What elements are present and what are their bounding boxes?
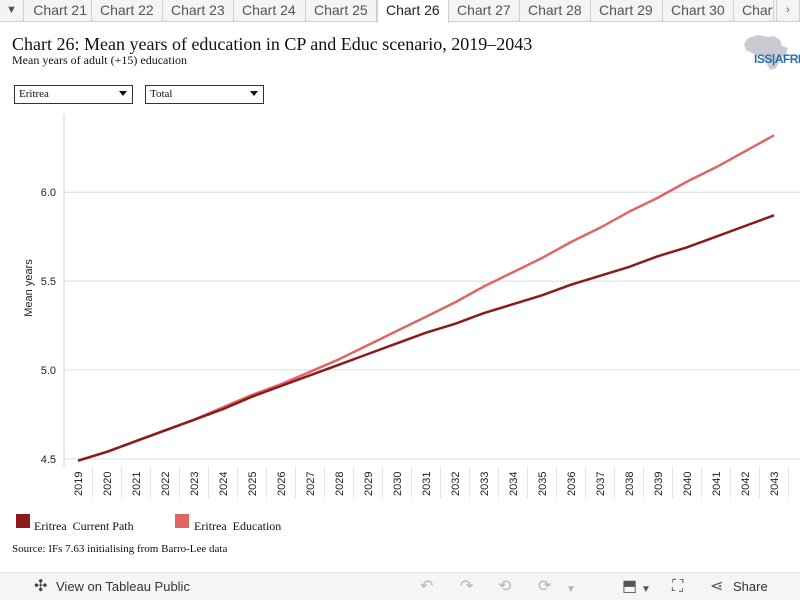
africa-map-icon [744, 35, 788, 70]
tab-chart-24[interactable]: Chart 24 [234, 0, 306, 21]
category-dropdown[interactable]: Total [145, 85, 264, 104]
download-menu-caret-icon[interactable]: ▼ [641, 584, 651, 595]
chart-legend: Eritrea_Current Path Eritrea_Education [0, 508, 800, 530]
x-tick-label: 2019 [73, 472, 85, 496]
chart-gridlines [63, 114, 800, 466]
tab-scroll-right-button[interactable]: › [776, 0, 800, 21]
tab-chart-27[interactable]: Chart 27 [449, 0, 520, 21]
y-tick-labels: 4.5 5.0 5.5 6.0 [41, 187, 56, 466]
x-tick-label: 2028 [334, 472, 346, 496]
x-tick-label: 2035 [537, 472, 549, 496]
download-icon[interactable]: ⬒ [622, 578, 638, 595]
x-tick-label: 2038 [624, 472, 636, 496]
x-tick-label: 2040 [682, 472, 694, 496]
chevron-right-icon: › [786, 4, 790, 16]
x-tick-label: 2025 [247, 472, 259, 496]
x-tick-label: 2026 [276, 472, 288, 496]
undo-icon[interactable]: ↶ [420, 578, 434, 595]
x-tick-label: 2037 [595, 472, 607, 496]
y-tick-label: 5.5 [41, 276, 56, 288]
x-tick-label: 2042 [740, 472, 752, 496]
tab-chart-29[interactable]: Chart 29 [591, 0, 663, 21]
dropdown-arrow-icon [250, 91, 258, 96]
chart-series-lines [77, 134, 775, 462]
tab-chart-26[interactable]: Chart 26 [377, 0, 449, 23]
category-dropdown-value: Total [150, 88, 173, 100]
x-tick-label: 2029 [363, 472, 375, 496]
x-tick-label: 2036 [566, 472, 578, 496]
y-tick-label: 5.0 [41, 365, 56, 377]
line-chart[interactable]: 4.5 5.0 5.5 6.0 2019 2020 2021 2022 2023 2024 202… [0, 108, 800, 503]
x-tick-label: 2043 [769, 472, 781, 496]
x-tick-label: 2023 [189, 472, 201, 496]
iss-africa-logo: ISS|AFRICA [754, 52, 800, 66]
chart-title: Chart 26: Mean years of education in CP … [12, 34, 533, 54]
country-dropdown[interactable]: Eritrea [14, 85, 133, 104]
x-tick-label: 2030 [392, 472, 404, 496]
y-tick-label: 6.0 [41, 187, 56, 199]
x-tick-label: 2022 [160, 472, 172, 496]
legend-label: Eritrea_Current Path [34, 519, 134, 530]
tab-menu-button[interactable]: ▼ [0, 0, 24, 21]
refresh-icon[interactable]: ⟳ [538, 578, 552, 595]
x-tick-label: 2020 [102, 472, 114, 496]
tableau-logo-icon: ✣ [34, 578, 48, 595]
tab-chart-25[interactable]: Chart 25 [306, 0, 377, 21]
legend-swatch [16, 514, 30, 528]
country-dropdown-value: Eritrea [19, 88, 49, 100]
tab-chart-23[interactable]: Chart 23 [163, 0, 234, 21]
caret-down-icon: ▼ [6, 4, 17, 16]
x-tick-label: 2031 [421, 472, 433, 496]
legend-swatch [175, 514, 189, 528]
tab-chart-28[interactable]: Chart 28 [520, 0, 591, 21]
y-axis-label: Mean years [23, 259, 35, 317]
x-tick-label: 2021 [131, 472, 143, 496]
redo-icon[interactable]: ↷ [460, 578, 474, 595]
chart-subtitle: Mean years of adult (+15) education [12, 53, 188, 67]
fullscreen-icon[interactable]: ⛶ [672, 578, 684, 595]
x-tick-label: 2034 [508, 472, 520, 496]
share-icon[interactable]: ⋖ [710, 578, 724, 595]
series-line-eritrea-current-path[interactable] [77, 214, 775, 462]
tab-chart-21[interactable]: Chart 21 [31, 0, 92, 21]
tab-chart-22[interactable]: Chart 22 [92, 0, 163, 21]
x-tick-label: 2027 [305, 472, 317, 496]
x-tick-label: 2041 [711, 472, 723, 496]
series-line-eritrea-education[interactable] [77, 134, 775, 462]
legend-label: Eritrea_Education [194, 519, 282, 530]
dropdown-arrow-icon [119, 91, 127, 96]
share-button[interactable]: Share [733, 579, 768, 594]
x-tick-label: 2024 [218, 472, 230, 496]
tab-chart-30[interactable]: Chart 30 [663, 0, 734, 21]
revert-icon[interactable]: ⟲ [498, 578, 512, 595]
x-tick-labels: 2019 2020 2021 2022 2023 2024 2025 2026 2027 2028… [73, 466, 789, 498]
x-tick-label: 2032 [450, 472, 462, 496]
x-tick-label: 2039 [653, 472, 665, 496]
x-tick-label: 2033 [479, 472, 491, 496]
source-note: Source: IFs 7.63 initialising from Barro… [12, 543, 228, 555]
refresh-menu-caret-icon[interactable]: ▼ [566, 584, 576, 595]
view-on-tableau-link[interactable]: View on Tableau Public [56, 579, 190, 594]
y-tick-label: 4.5 [41, 454, 56, 466]
tab-chart-31[interactable]: Chart 31 [734, 0, 774, 21]
tableau-toolbar: ✣ View on Tableau Public ↶ ↷ ⟲ ⟳ ▼ ⬒ ▼ ⛶… [0, 572, 800, 600]
